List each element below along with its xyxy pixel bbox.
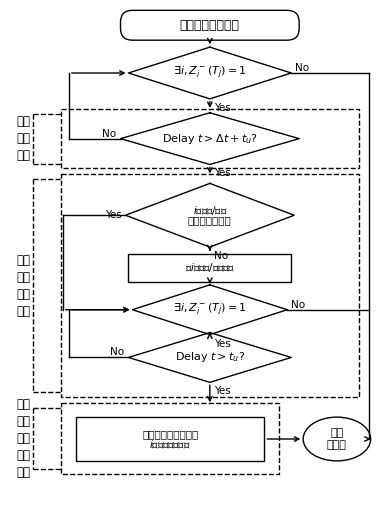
- Text: Yes: Yes: [105, 210, 121, 220]
- Text: No: No: [110, 347, 124, 357]
- Text: No: No: [102, 128, 116, 139]
- Text: Yes: Yes: [214, 169, 231, 178]
- Text: 开关为分闸状态: 开关为分闸状态: [188, 215, 232, 225]
- Bar: [76, 417, 265, 461]
- Text: Yes: Yes: [214, 103, 231, 113]
- Text: Yes: Yes: [214, 387, 231, 396]
- Text: Delay $t>\Delta t+t_u$?: Delay $t>\Delta t+t_u$?: [162, 132, 258, 145]
- Bar: [129, 254, 291, 282]
- Text: $i$侧的变压器开关: $i$侧的变压器开关: [149, 438, 191, 450]
- Text: No: No: [291, 300, 305, 310]
- FancyBboxPatch shape: [121, 10, 299, 40]
- Bar: [61, 403, 279, 474]
- Bar: [61, 109, 359, 169]
- Text: No: No: [295, 63, 309, 73]
- Text: $\exists i, Z_i^-(T_j)=1$: $\exists i, Z_i^-(T_j)=1$: [173, 65, 247, 81]
- Ellipse shape: [303, 417, 371, 461]
- Text: 跳$i$侧母联/母分开关: 跳$i$侧母联/母分开关: [185, 262, 235, 274]
- Text: 排除
线路
故障: 排除 线路 故障: [16, 115, 30, 162]
- Text: 执行
母线
故障
跳闸
策略: 执行 母线 故障 跳闸 策略: [16, 398, 30, 479]
- Text: $\exists i, Z_i^-(T_j)=1$: $\exists i, Z_i^-(T_j)=1$: [173, 302, 247, 318]
- Text: 结束
本模块: 结束 本模块: [327, 428, 347, 450]
- Text: $i$侧母联/母分: $i$侧母联/母分: [192, 204, 227, 217]
- Text: No: No: [214, 251, 228, 261]
- Text: Yes: Yes: [214, 339, 231, 348]
- Text: 判定为母线故障，跳: 判定为母线故障，跳: [142, 429, 198, 439]
- Text: 母线故障识别模块: 母线故障识别模块: [180, 19, 240, 32]
- Bar: [61, 174, 359, 397]
- Text: Delay $t>t_u$?: Delay $t>t_u$?: [175, 351, 245, 364]
- Text: 母线
故障
判断
逻辑: 母线 故障 判断 逻辑: [16, 254, 30, 318]
